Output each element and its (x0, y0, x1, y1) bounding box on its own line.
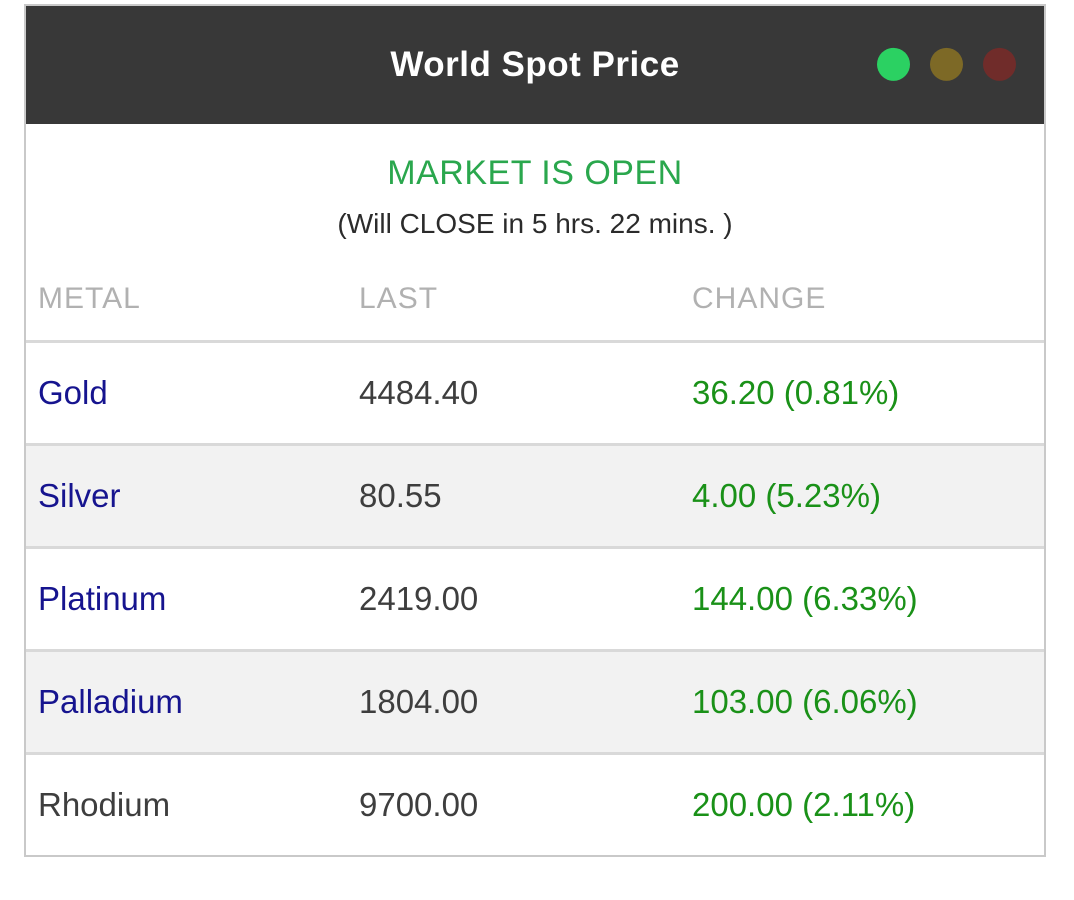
column-header-metal: METAL (26, 264, 359, 343)
metal-link-silver[interactable]: Silver (26, 444, 359, 549)
table-header-row: METAL LAST CHANGE (26, 264, 1044, 343)
change-value-platinum: 144.00 (6.33%) (692, 547, 1044, 652)
table-row-gold: Gold 4484.40 36.20 (0.81%) (26, 341, 1044, 446)
spot-price-widget: World Spot Price MARKET IS OPEN (Will CL… (24, 4, 1046, 857)
last-price-rhodium: 9700.00 (359, 786, 479, 823)
indicator-lights (877, 47, 1016, 81)
table-body: Gold 4484.40 36.20 (0.81%) Silver 80.55 … (26, 341, 1044, 856)
last-price-silver: 80.55 (359, 444, 692, 549)
metal-link-gold[interactable]: Gold (26, 341, 359, 446)
table-row-platinum: Platinum 2419.00 144.00 (6.33%) (26, 547, 1044, 652)
table-header: METAL LAST CHANGE (26, 264, 1044, 343)
metal-link-palladium[interactable]: Palladium (26, 650, 359, 755)
red-light-icon (983, 47, 1016, 81)
table-row-silver: Silver 80.55 4.00 (5.23%) (26, 444, 1044, 549)
change-value-gold: 36.20 (0.81%) (692, 341, 1044, 446)
column-header-last: LAST (359, 264, 692, 343)
market-state-text: MARKET IS OPEN (387, 154, 683, 192)
metal-label-rhodium: Rhodium (38, 786, 171, 823)
market-countdown-text: (Will CLOSE in 5 hrs. 22 mins. ) (337, 208, 733, 239)
last-price-gold: 4484.40 (359, 341, 692, 446)
column-header-change: CHANGE (692, 264, 1044, 343)
table-row-palladium: Palladium 1804.00 103.00 (6.06%) (26, 650, 1044, 755)
last-price-palladium: 1804.00 (359, 650, 692, 755)
change-value-palladium: 103.00 (6.06%) (692, 650, 1044, 755)
change-value-rhodium: 200.00 (2.11%) (692, 786, 916, 823)
table-row-rhodium: Rhodium 9700.00 200.00 (2.11%) (26, 754, 1044, 856)
change-value-silver: 4.00 (5.23%) (692, 444, 1044, 549)
widget-title: World Spot Price (390, 45, 680, 84)
amber-light-icon (930, 47, 963, 81)
spot-price-table: METAL LAST CHANGE Gold 4484.40 36.20 (0.… (26, 264, 1044, 855)
green-light-icon (877, 47, 910, 81)
market-status-section: MARKET IS OPEN (Will CLOSE in 5 hrs. 22 … (26, 124, 1044, 264)
metal-link-platinum[interactable]: Platinum (26, 547, 359, 652)
last-price-platinum: 2419.00 (359, 547, 692, 652)
widget-titlebar: World Spot Price (26, 6, 1044, 124)
